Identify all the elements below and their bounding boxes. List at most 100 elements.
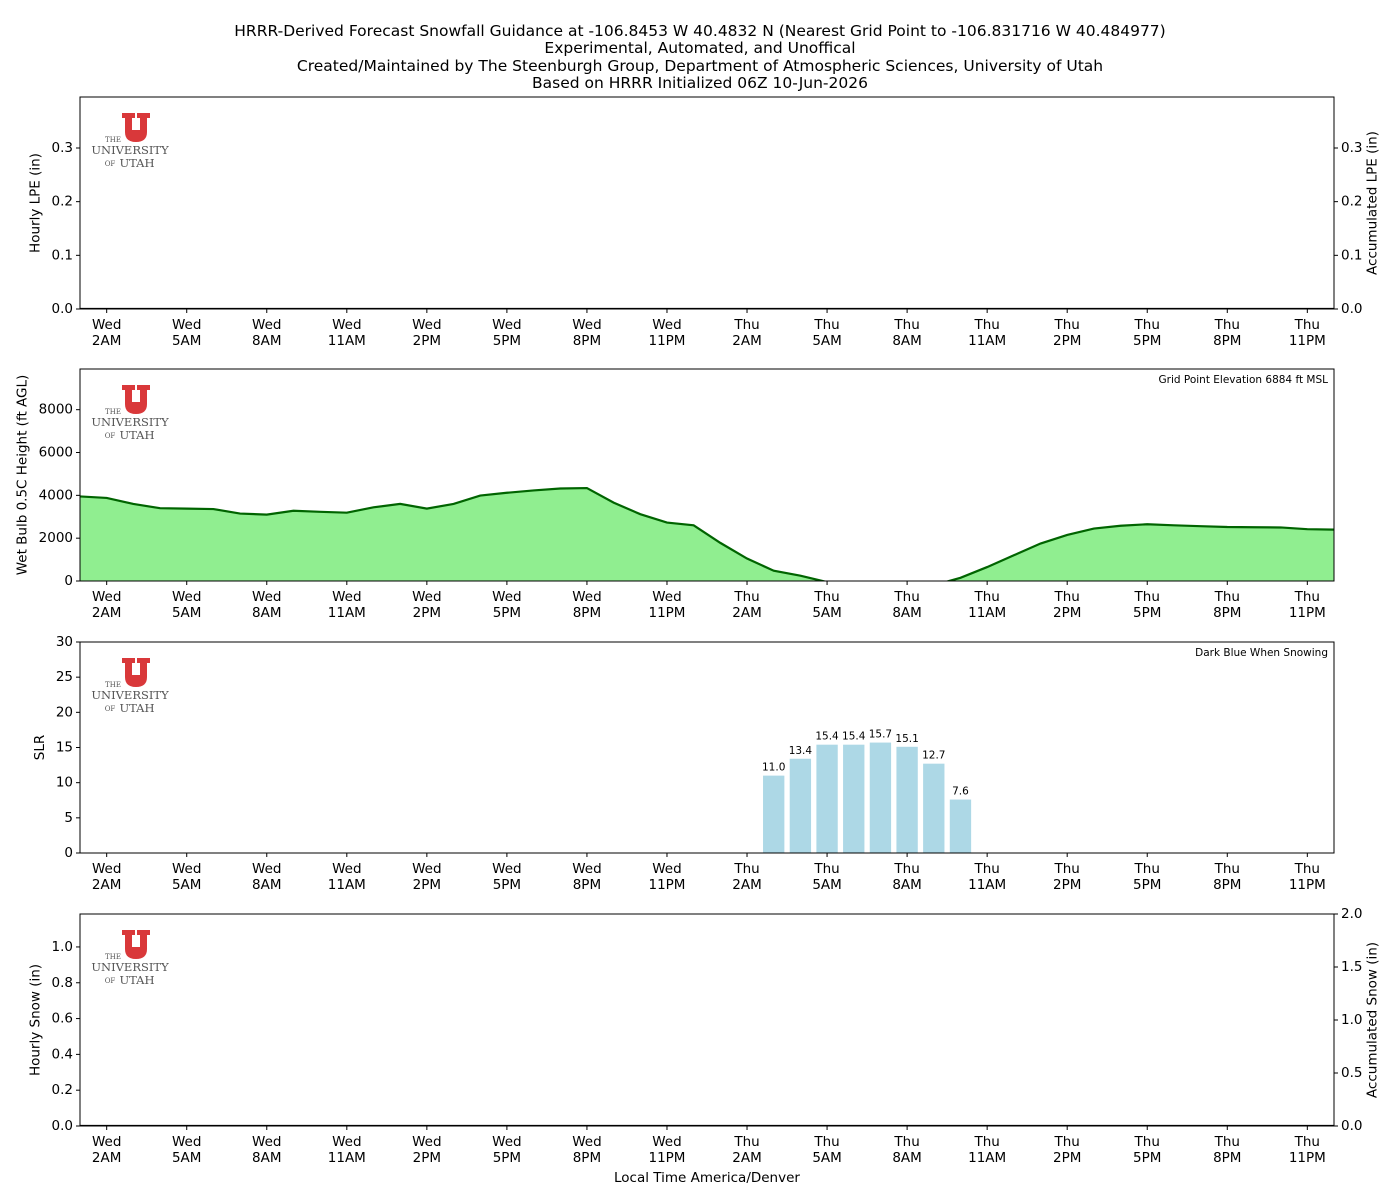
plot-frame — [79, 913, 1335, 1127]
y-tick-label: 0.3 — [52, 140, 73, 156]
y-tick-label: 0.1 — [52, 247, 73, 263]
y-tick-label: 1.0 — [52, 939, 73, 955]
x-tick-label: Wed 8PM — [572, 589, 602, 621]
y2-tick-label: 2.0 — [1341, 906, 1362, 922]
logo-text: UTAH — [119, 428, 154, 442]
logo-text: UTAH — [119, 156, 154, 170]
x-tick-label: Wed 2PM — [412, 589, 442, 621]
x-tick-label: Wed 2AM — [91, 1134, 122, 1166]
x-tick-label: Wed 11PM — [648, 1134, 686, 1166]
data-label: 15.4 — [815, 731, 839, 743]
bar — [789, 758, 812, 853]
y2-tick-label: 0.1 — [1341, 247, 1362, 263]
plot-area — [763, 742, 972, 853]
y2-axis-label: Accumulated LPE (in) — [1364, 131, 1380, 275]
y-tick-label: 8000 — [39, 402, 73, 418]
x-tick-label: Thu 2AM — [732, 861, 762, 893]
x-tick-label: Thu 2AM — [732, 589, 762, 621]
y-tick-label: 0.2 — [52, 1082, 73, 1098]
y2-axis-label: Accumulated Snow (in) — [1364, 942, 1380, 1098]
y-tick-label: 6000 — [39, 445, 73, 461]
x-tick-label: Wed 11PM — [648, 317, 686, 349]
x-tick-label: Wed 2AM — [91, 317, 122, 349]
x-tick-label: Wed 5AM — [171, 589, 202, 621]
x-tick-label: Wed 11PM — [648, 589, 686, 621]
data-label: 7.6 — [952, 786, 969, 798]
x-tick-label: Wed 5AM — [171, 1134, 202, 1166]
logo-text: OF — [105, 160, 116, 168]
x-tick-label: Thu 8PM — [1213, 1134, 1242, 1166]
x-tick-label: Wed 8PM — [572, 1134, 602, 1166]
logo-text: UNIVERSITY — [91, 415, 169, 429]
y2-tick-label: 0.0 — [1341, 1118, 1362, 1134]
x-tick-label: Thu 8AM — [892, 589, 922, 621]
bar — [949, 799, 972, 853]
x-tick-label: Wed 5AM — [171, 317, 202, 349]
x-tick-label: Thu 11AM — [968, 317, 1007, 349]
x-tick-label: Wed 8AM — [252, 317, 282, 349]
y-tick-label: 10 — [56, 775, 73, 791]
x-tick-label: Thu 5AM — [812, 317, 842, 349]
y-tick-label: 5 — [64, 810, 73, 826]
y-tick-label: 0 — [64, 845, 73, 861]
x-tick-label: Thu 2PM — [1052, 861, 1082, 893]
plot-frame — [79, 368, 1335, 582]
bar — [869, 742, 892, 853]
x-tick-label: Wed 11AM — [327, 589, 366, 621]
bar — [763, 775, 785, 853]
x-tick-label: Wed 11PM — [648, 861, 686, 893]
logo-text: THE — [105, 136, 121, 144]
data-label: 15.4 — [842, 731, 866, 743]
annotation: Dark Blue When Snowing — [1195, 647, 1328, 659]
data-label: 15.7 — [869, 729, 892, 741]
plot-frame — [79, 96, 1335, 310]
x-tick-label: Wed 2AM — [91, 861, 122, 893]
title-line: Experimental, Automated, and Unoffical — [544, 39, 855, 57]
x-tick-label: Wed 11AM — [327, 861, 366, 893]
y-tick-label: 0.4 — [52, 1046, 73, 1062]
x-tick-label: Thu 2PM — [1052, 589, 1082, 621]
x-tick-label: Thu 8PM — [1213, 861, 1242, 893]
y-tick-label: 25 — [56, 669, 73, 685]
bar — [843, 744, 865, 853]
y-axis-label: SLR — [32, 735, 48, 760]
x-tick-label: Thu 11AM — [968, 589, 1007, 621]
logo-text: UNIVERSITY — [91, 688, 169, 702]
x-tick-label: Wed 8AM — [252, 1134, 282, 1166]
bar — [923, 763, 945, 853]
x-tick-label: Thu 2AM — [732, 1134, 762, 1166]
bar — [816, 744, 838, 853]
x-tick-label: Wed 8AM — [252, 861, 282, 893]
logo-mark — [122, 658, 150, 687]
x-axis-label: Local Time America/Denver — [614, 1170, 800, 1186]
logo-text: UNIVERSITY — [91, 960, 169, 974]
x-tick-label: Thu 8AM — [892, 1134, 922, 1166]
x-tick-label: Wed 2PM — [412, 861, 442, 893]
data-label: 11.0 — [762, 762, 785, 774]
x-tick-label: Wed 11AM — [327, 1134, 366, 1166]
y2-tick-label: 1.5 — [1341, 959, 1362, 975]
y-tick-label: 0 — [64, 573, 73, 589]
title-line: Based on HRRR Initialized 06Z 10-Jun-202… — [532, 74, 868, 92]
x-tick-label: Wed 8PM — [572, 317, 602, 349]
y-axis-label: Wet Bulb 0.5C Height (ft AGL) — [15, 375, 31, 576]
x-tick-label: Thu 11AM — [968, 861, 1007, 893]
x-tick-label: Wed 8PM — [572, 861, 602, 893]
x-tick-label: Thu 11PM — [1288, 317, 1326, 349]
plot-area — [80, 486, 1334, 581]
y-tick-label: 2000 — [39, 530, 73, 546]
x-tick-label: Thu 5AM — [812, 1134, 842, 1166]
title-line: Created/Maintained by The Steenburgh Gro… — [297, 57, 1103, 75]
x-tick-label: Wed 5PM — [492, 861, 522, 893]
data-label: 13.4 — [789, 745, 813, 757]
y2-tick-label: 0.3 — [1341, 140, 1362, 156]
logo-text: THE — [105, 953, 121, 961]
logo-mark — [122, 113, 150, 142]
x-tick-label: Thu 11PM — [1288, 1134, 1326, 1166]
bar — [896, 746, 918, 853]
y-tick-label: 15 — [56, 740, 73, 756]
x-tick-label: Thu 5PM — [1133, 317, 1162, 349]
